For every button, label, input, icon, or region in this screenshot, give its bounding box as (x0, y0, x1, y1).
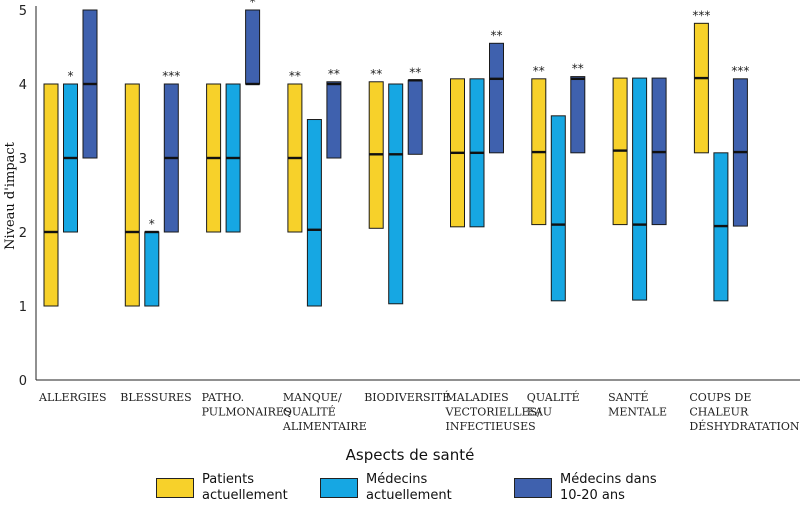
y-tick-label: 2 (19, 226, 27, 241)
significance-marker: ** (533, 64, 545, 78)
legend-label: Médecins dans 10-20 ans (560, 472, 657, 503)
significance-marker: ** (572, 62, 584, 76)
significance-marker: ** (491, 28, 503, 42)
range-bar (144, 231, 160, 307)
significance-marker: ** (289, 69, 301, 83)
x-category-label: MANQUE/QUALITÉ ALIMENTAIRE (282, 391, 367, 433)
x-category-label: BIODIVERSITÉ (364, 390, 450, 404)
x-category-label: PATHO. PULMONAIRES (202, 391, 292, 419)
legend-label: Patients actuellement (202, 472, 288, 503)
significance-marker: ** (328, 67, 340, 81)
significance-marker: *** (731, 64, 749, 78)
significance-marker: ** (370, 67, 382, 81)
legend-swatch (320, 478, 358, 498)
significance-layer: ******** ** ** ****** ******** (68, 0, 750, 231)
x-category-label: SANTÉ MENTALE (608, 390, 667, 419)
y-tick-label: 5 (19, 4, 27, 19)
range-bar (407, 79, 423, 155)
y-tick-label: 0 (19, 374, 27, 389)
x-axis-title: Aspects de santé (346, 446, 475, 464)
significance-marker: * (250, 0, 256, 9)
y-axis-ticks: 0 1 2 3 4 5 (19, 4, 27, 389)
bars-layer (43, 9, 748, 307)
significance-marker: *** (692, 8, 710, 22)
x-category-label: BLESSURES (120, 391, 191, 404)
legend-label: Médecins actuellement (366, 472, 452, 503)
range-bar (693, 22, 709, 154)
x-category-label: COUPS DE CHALEUR DÉSHYDRATATION (689, 391, 799, 433)
legend-swatch (156, 478, 194, 498)
legend-item: Médecins dans 10-20 ans (514, 470, 714, 510)
range-bar (489, 42, 504, 154)
y-axis-title: Niveau d'impact (3, 141, 18, 250)
x-axis-categories: ALLERGIES BLESSURES PATHO. PULMONAIRESMANQU… (38, 390, 800, 433)
x-category-label: QUALITÉ EAU (527, 390, 580, 419)
legend-swatch (514, 478, 552, 498)
x-category-label: ALLERGIES (38, 391, 107, 404)
range-bar (570, 76, 586, 154)
significance-marker: *** (162, 69, 180, 83)
range-bar (326, 81, 342, 159)
legend-item: Médecins actuellement (320, 470, 520, 510)
range-bar (43, 83, 59, 307)
y-tick-label: 4 (19, 78, 27, 93)
x-category-label: MALADIES VECTORIELLES/INFECTIEUSES (445, 391, 542, 433)
range-bar (306, 119, 322, 307)
range-bar (124, 83, 140, 307)
range-bar (245, 9, 261, 85)
significance-marker: * (149, 217, 155, 231)
significance-marker: * (68, 69, 74, 83)
range-bar (550, 115, 566, 302)
legend-item: Patients actuellement (156, 470, 356, 510)
range-bar (388, 83, 404, 305)
y-tick-label: 3 (19, 152, 27, 167)
range-bar (632, 77, 648, 301)
y-tick-label: 1 (19, 300, 27, 315)
significance-marker: ** (409, 65, 421, 79)
legend: Patients actuellement Médecins actuellement… (0, 470, 800, 511)
